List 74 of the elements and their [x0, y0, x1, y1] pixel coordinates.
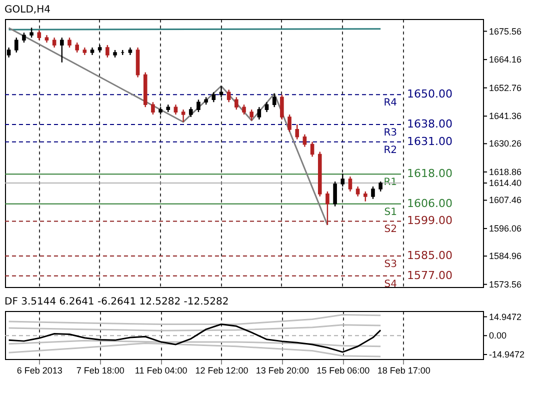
- line-series: [8, 314, 382, 326]
- annotation: 1585.00: [407, 248, 452, 262]
- candlestick: [22, 32, 26, 44]
- x-tick-label: 7 Feb 18:00: [76, 366, 124, 376]
- ref-line-label: R2: [384, 144, 397, 156]
- candlestick: [106, 44, 110, 58]
- candlestick: [181, 108, 186, 123]
- y-tick-label: 1641.36: [489, 111, 522, 122]
- candlestick: [302, 134, 307, 148]
- candlestick: [371, 186, 375, 200]
- x-tick-label: 18 Feb 17:00: [377, 366, 430, 376]
- x-tick-label: 6 Feb 2013: [16, 366, 62, 376]
- candlestick: [257, 106, 262, 120]
- y-tick-label: 0.00: [489, 330, 507, 341]
- candlestick: [14, 37, 18, 54]
- annotation: 1599.00: [407, 214, 452, 228]
- candlestick: [234, 96, 238, 110]
- x-tick-label: 11 Feb 04:00: [134, 366, 188, 376]
- y-tick-label: 1607.46: [489, 195, 522, 206]
- annotation: 1606.00: [407, 196, 452, 210]
- annotation: 1631.00: [407, 134, 452, 148]
- candlestick: [310, 141, 314, 158]
- y-tick-label: 1573.56: [489, 279, 522, 290]
- x-tick-label: 13 Feb 20:00: [256, 366, 309, 376]
- candlestick: [68, 37, 72, 48]
- candlestick: [280, 94, 284, 120]
- candlestick: [288, 114, 292, 133]
- y-tick-label: 1596.06: [489, 224, 522, 234]
- chart-title: GOLD,H4: [4, 4, 50, 16]
- candlestick: [356, 186, 360, 198]
- candlestick: [196, 99, 200, 113]
- candlestick: [272, 93, 276, 108]
- ref-line-label: S3: [384, 258, 397, 270]
- candlestick: [264, 102, 269, 113]
- line-series: [8, 27, 328, 226]
- y-tick-label: 1652.76: [489, 82, 522, 93]
- candlestick: [151, 102, 155, 116]
- candlestick: [295, 124, 300, 140]
- candlestick: [348, 176, 352, 192]
- candlestick: [363, 190, 368, 202]
- y-tick-label: 1584.96: [489, 251, 522, 262]
- y-tick-label: 1618.86: [489, 166, 522, 177]
- chart-title: DF 3.5144 6.2641 -6.2641 12.5282 -12.5282: [4, 296, 229, 308]
- ref-line-label: R4: [384, 98, 397, 109]
- y-tick-label: 1630.26: [489, 138, 522, 149]
- y-tick-label: 1664.16: [489, 54, 522, 65]
- candlestick: [30, 27, 34, 38]
- candlestick: [378, 180, 382, 192]
- candlestick: [60, 37, 64, 64]
- candlestick: [188, 106, 193, 118]
- ref-line-label: R3: [384, 127, 397, 138]
- ref-line-label: S2: [384, 224, 397, 236]
- candlestick: [226, 89, 231, 103]
- y-tick-label: -14.9472: [489, 350, 525, 360]
- annotation: 1577.00: [407, 268, 452, 282]
- candlestick: [75, 42, 79, 54]
- candlestick: [333, 180, 337, 207]
- y-tick-label: 1675.56: [489, 26, 522, 36]
- annotation: 1650.00: [407, 88, 452, 101]
- y-tick-label: 14.9472: [489, 312, 522, 322]
- ref-line-label: S1: [384, 206, 397, 218]
- candlestick: [242, 104, 246, 116]
- candlestick: [250, 108, 254, 122]
- annotation: 1638.00: [407, 117, 452, 130]
- x-tick-label: 15 Feb 06:00: [316, 366, 370, 376]
- annotation: 1618.00: [407, 167, 452, 180]
- line-series: [8, 342, 382, 358]
- y-tick-label: 1614.40: [489, 178, 522, 188]
- candlestick: [326, 190, 330, 226]
- candlestick: [52, 37, 56, 48]
- candlestick: [174, 104, 178, 116]
- candlestick: [37, 30, 42, 41]
- x-tick-label: 12 Feb 12:00: [195, 366, 248, 376]
- candlestick: [212, 92, 216, 103]
